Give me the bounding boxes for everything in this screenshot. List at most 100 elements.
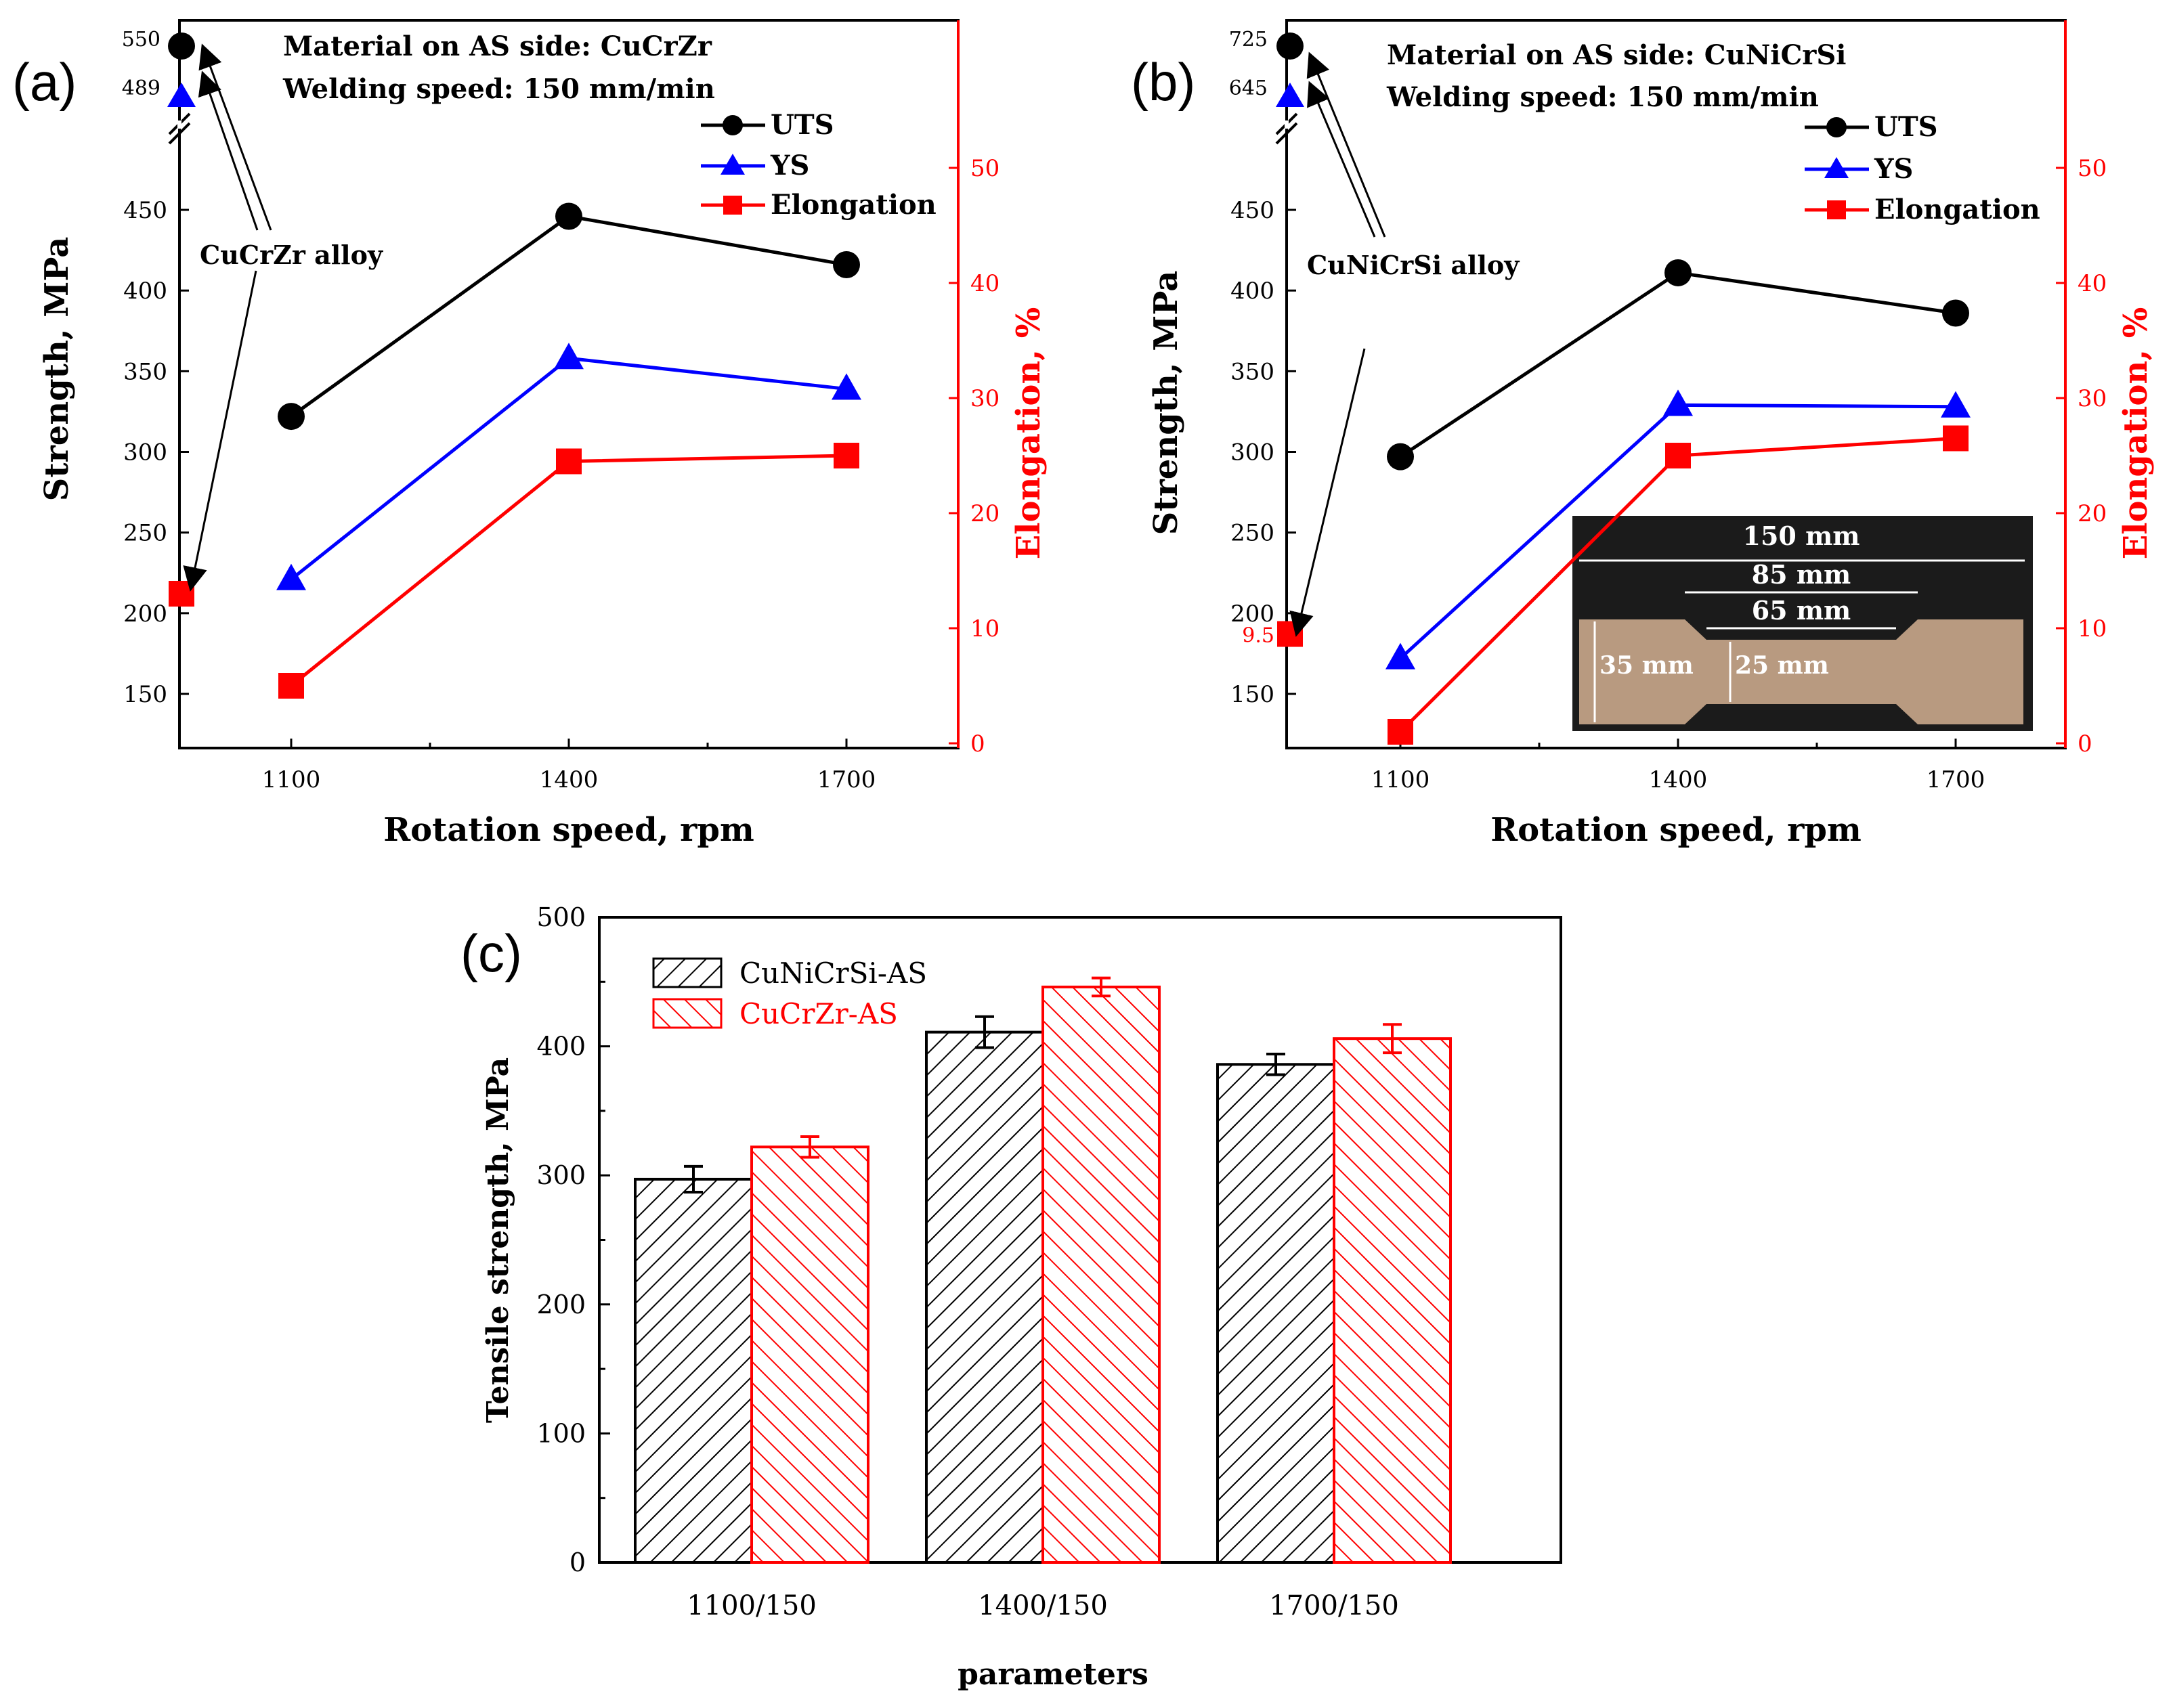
axis-break-gap-b — [1285, 121, 1289, 129]
y-tick-label-a: 400 — [123, 278, 167, 305]
inset-dim-65: 65 mm — [1752, 595, 1851, 626]
x-tick-label-b: 1100 — [1371, 766, 1430, 793]
x-tick-label-a: 1400 — [540, 766, 599, 793]
cucrzr-bar — [750, 1145, 869, 1564]
legend-uts-marker-a — [723, 115, 743, 135]
arrow-base-elongation-b — [1289, 348, 1366, 637]
cunicrsi-bar — [634, 1177, 753, 1564]
cunicrsi-bar — [1216, 1063, 1335, 1564]
y-break-label-b: 645 — [1229, 76, 1268, 100]
x-tick-label-b: 1400 — [1649, 766, 1708, 793]
elongation-point-a — [278, 673, 304, 699]
xlabel-b: Rotation speed, rpm — [1490, 811, 1862, 849]
inset-specimen-photo: 150 mm 85 mm 65 mm 35 mm 25 mm — [1572, 516, 2033, 731]
annotation-material-b: Material on AS side: CuNiCrSi — [1387, 39, 1846, 71]
y-tick-label-c: 500 — [536, 902, 586, 932]
y-tick-label-b: 150 — [1230, 681, 1274, 708]
legend-b: UTS YS Elongation — [1805, 111, 2040, 225]
ys-point-b — [1385, 642, 1415, 670]
y2-tick-label-b: 30 — [2078, 385, 2107, 412]
y-tick-label-b: 450 — [1230, 197, 1274, 224]
uts-point-a — [555, 202, 582, 230]
y2-tick-label-a: 50 — [970, 155, 999, 182]
cucrzr-bar — [1333, 1037, 1452, 1564]
inset-specimen — [1579, 619, 2023, 724]
x-tick-label-b: 1700 — [1927, 766, 1985, 793]
x-tick-label-c: 1400/150 — [978, 1590, 1108, 1621]
legend-ys-label-b: YS — [1874, 153, 1913, 185]
y-tick-label-c: 300 — [536, 1160, 586, 1190]
panel-label-c: (c) — [460, 923, 522, 983]
series-line-uts-b — [1399, 271, 1956, 458]
cucrzr-bar — [1041, 985, 1161, 1564]
inset-dim-35: 35 mm — [1599, 651, 1694, 680]
cunicrsi-bar — [925, 1030, 1044, 1564]
elongation-point-b — [1943, 425, 1969, 452]
y-tick-label-a: 200 — [123, 600, 167, 628]
inset-dim-85: 85 mm — [1752, 559, 1851, 590]
y2-tick-label-b: 0 — [2078, 730, 2092, 758]
series-a — [167, 32, 861, 699]
y2-tick-label-a: 0 — [970, 730, 985, 758]
axis-break-mark-a — [168, 122, 191, 145]
panel-label-b: (b) — [1131, 52, 1195, 112]
series-line-elongation-a — [290, 454, 847, 687]
y-tick-label-c: 100 — [536, 1418, 586, 1448]
y2-tick-label-a: 10 — [970, 615, 999, 642]
x-tick-label-c: 1700/150 — [1269, 1590, 1399, 1621]
elongation-point-a — [834, 443, 859, 468]
y-tick-label-a: 300 — [123, 439, 167, 466]
legend-ys-label-a: YS — [770, 150, 809, 181]
annotation-speed-b: Welding speed: 150 mm/min — [1386, 81, 1819, 113]
y2-tick-label-b: 40 — [2078, 270, 2107, 297]
xlabel-a: Rotation speed, rpm — [383, 811, 754, 849]
base-metal-label-b: CuNiCrSi alloy — [1307, 250, 1520, 280]
y-break-label-a: 489 — [122, 76, 160, 100]
axes-a: 150 200 250 300 350 400 450 550 489 0 10 20 30 40 50 11… — [122, 28, 1000, 793]
annotation-material-a: Material on AS side: CuCrZr — [283, 30, 712, 62]
legend-uts-label-b: UTS — [1874, 111, 1938, 143]
y-tick-label-c: 400 — [536, 1032, 586, 1061]
base-metal-uts-point-b — [1276, 32, 1304, 60]
ylabel-b: Strength, MPa — [1147, 271, 1185, 535]
x-tick-label-a: 1700 — [817, 766, 876, 793]
y-tick-label-a: 250 — [123, 520, 167, 547]
ylabel-c: Tensile strength, MPa — [481, 1057, 515, 1423]
elongation-point-a — [556, 448, 582, 475]
panel-b: (b) Material on AS side: CuNiCrSi Weldin… — [1131, 19, 2155, 849]
ys-point-b — [1663, 389, 1693, 416]
elongation-point-b — [1665, 443, 1691, 468]
ys-point-a — [554, 343, 584, 370]
legend-uts-marker-b — [1826, 117, 1847, 137]
arrow-base-ys-a — [198, 70, 259, 231]
base-metal-elongation-point-a — [169, 581, 194, 607]
legend-ys-marker-b — [1824, 157, 1849, 178]
y2label-b: Elongation, % — [2117, 307, 2155, 560]
base-metal-ys-point-a — [167, 83, 196, 107]
ys-point-a — [832, 373, 861, 400]
y-tick-label-b: 250 — [1230, 520, 1274, 547]
y-tick-label-b: 200 — [1230, 600, 1274, 628]
panel-c: (c) 0 100 200 300 400 500 1100/150 1400/150 1700… — [460, 902, 1562, 1692]
inset-dim-150: 150 mm — [1743, 521, 1860, 551]
legend-el-label-a: Elongation — [771, 189, 937, 221]
elongation-point-b — [1388, 719, 1413, 745]
legend-c: CuNiCrSi-AS CuCrZr-AS — [652, 957, 927, 1030]
base-metal-uts-point-a — [168, 32, 195, 60]
legend-el-marker-a — [723, 196, 742, 215]
legend-el-marker-b — [1827, 200, 1846, 219]
xlabel-c: parameters — [958, 1657, 1148, 1692]
x-tick-label-c: 1100/150 — [687, 1590, 817, 1621]
y-tick-label-b: 350 — [1230, 358, 1274, 385]
y-tick-label-b: 300 — [1230, 439, 1274, 466]
y2-tick-label-a: 40 — [970, 270, 999, 297]
y-tick-label-a: 150 — [123, 681, 167, 708]
annotation-speed-a: Welding speed: 150 mm/min — [282, 73, 715, 105]
y-tick-label-a: 450 — [123, 197, 167, 224]
ys-point-b — [1941, 391, 1971, 418]
legend-el-label-b: Elongation — [1874, 194, 2040, 225]
arrow-base-ys-b — [1307, 81, 1376, 238]
panel-a: (a) Material on AS side: CuCrZr Welding … — [12, 19, 1048, 849]
y-tick-label-b: 400 — [1230, 278, 1274, 305]
